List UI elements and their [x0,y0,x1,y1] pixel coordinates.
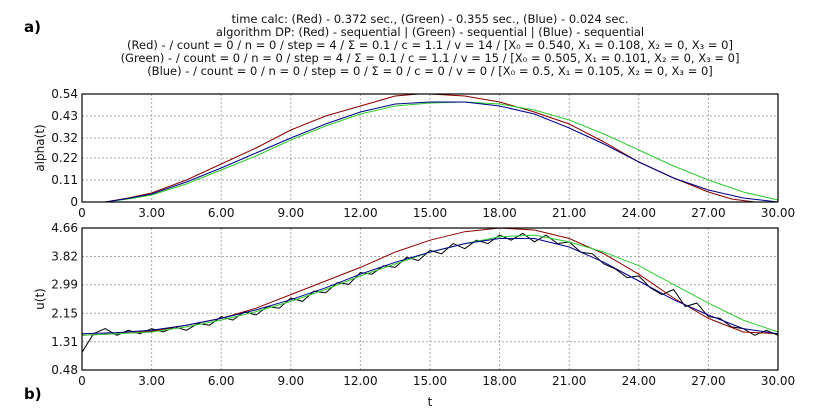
series-line-3 [81,238,779,335]
x-tick-label: 21.00 [552,206,586,220]
panel-label-a: a) [24,18,41,36]
x-tick-label: 3.00 [138,374,165,388]
series-line-0 [81,232,779,353]
y-tick-label: 2.15 [51,306,78,320]
x-tick-label: 3.00 [138,206,165,220]
x-tick-label: 18.00 [482,374,516,388]
x-tick-label: 15.00 [413,374,447,388]
plot-frame [81,227,779,371]
x-tick-label: 6.00 [208,374,235,388]
y-tick-label: 0.32 [51,131,78,145]
x-axis-label: t [428,395,433,409]
y-axis-label: alpha(t) [33,124,47,171]
y-tick-label: 1.31 [51,335,78,349]
x-tick-label: 24.00 [622,206,656,220]
x-tick-label: 18.00 [482,206,516,220]
y-tick-label: 0.54 [51,87,78,101]
x-tick-label: 12.00 [343,206,377,220]
x-tick-label: 24.00 [622,374,656,388]
series-line-2 [105,101,779,203]
x-tick-label: 9.00 [277,374,304,388]
x-tick-label: 21.00 [552,374,586,388]
x-tick-label: 15.00 [413,206,447,220]
y-tick-label: 0.43 [51,109,78,123]
y-tick-label: 0 [70,195,78,209]
panel-label-b: b) [24,385,42,403]
series-line-1 [105,101,779,203]
y-tick-label: 0.11 [51,173,78,187]
plot-frame [81,93,779,203]
time-calc-line: time calc: (Red) - 0.372 sec., (Green) -… [231,12,629,26]
y-tick-label: 2.99 [51,278,78,292]
y-tick-label: 0.48 [51,363,78,377]
x-tick-label: 27.00 [691,206,725,220]
plot-u: 0 3.00 6.00 9.00 12.00 15.00 18.00 21.00 24.00 27… [33,221,795,409]
blue-params-line: (Blue) - / count = 0 / n = 0 / step = 0 … [147,64,713,78]
x-tick-label: 6.00 [208,206,235,220]
x-tick-label: 12.00 [343,374,377,388]
algorithm-line: algorithm DP: (Red) - sequential | (Gree… [215,25,645,39]
y-tick-label: 0.22 [51,151,78,165]
y-axis-label: u(t) [33,288,47,310]
green-params-line: (Green) - / count = 0 / n = 0 / step = 4… [120,51,740,65]
plot-alpha: 0 3.00 6.00 9.00 12.00 15.00 18.00 21.00 24.00 27… [33,87,795,220]
y-tick-label: 3.82 [51,250,78,264]
x-tick-label: 0 [78,206,86,220]
x-tick-label: 0 [78,374,86,388]
x-tick-label: 30.00 [761,374,795,388]
x-tick-label: 9.00 [277,206,304,220]
red-params-line: (Red) - / count = 0 / n = 0 / step = 4 /… [127,38,733,52]
y-tick-label: 4.66 [51,221,78,235]
x-tick-label: 30.00 [761,206,795,220]
x-tick-label: 27.00 [691,374,725,388]
